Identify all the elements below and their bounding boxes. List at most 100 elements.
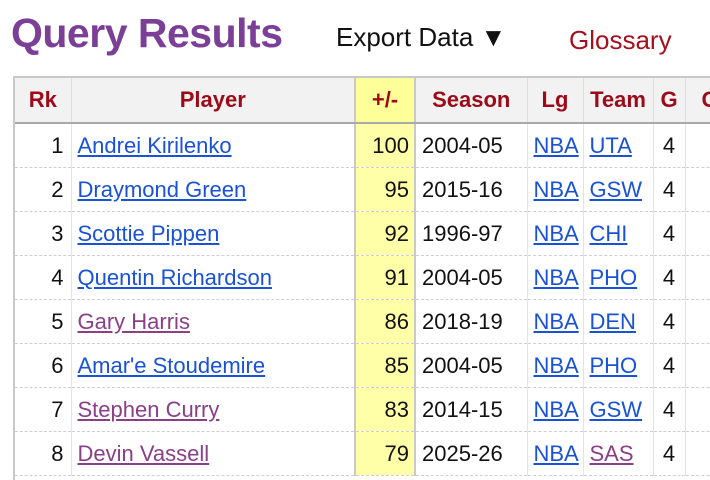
player-link[interactable]: Quentin Richardson	[77, 264, 272, 290]
team-link[interactable]: CHI	[589, 220, 628, 246]
team-link[interactable]: PHO	[589, 352, 638, 378]
player-cell: Quentin Richardson	[71, 255, 356, 300]
league-link[interactable]: NBA	[533, 440, 579, 466]
player-cell: Andrei Kirilenko	[71, 123, 356, 168]
league-link[interactable]: NBA	[533, 220, 579, 246]
league-link[interactable]: NBA	[533, 352, 579, 378]
team-cell: PHO	[583, 255, 654, 300]
games-cell: 4	[653, 299, 686, 344]
column-header-team[interactable]: Team	[583, 76, 654, 124]
league-cell: NBA	[527, 211, 584, 256]
rank-cell: 8	[15, 431, 72, 476]
table-row: 1 Andrei Kirilenko 100 2004-05 NBA UTA 4	[15, 123, 710, 168]
games-cell: 4	[653, 167, 686, 212]
season-cell: 2014-15	[415, 387, 528, 432]
results-header: Query Results Export Data ▼ Glossary	[0, 0, 710, 70]
league-cell: NBA	[527, 255, 584, 300]
export-data-dropdown[interactable]: Export Data ▼	[336, 22, 507, 52]
player-link[interactable]: Scottie Pippen	[77, 220, 220, 246]
player-cell: Devin Vassell	[71, 431, 356, 476]
season-cell: 2004-05	[415, 255, 528, 300]
plus-minus-cell: 100	[354, 123, 416, 168]
plus-minus-cell: 95	[354, 167, 416, 212]
player-cell: Draymond Green	[71, 167, 356, 212]
table-header-row: Rk Player +/- Season Lg Team G G	[15, 76, 710, 124]
league-cell: NBA	[527, 387, 584, 432]
extra-cell	[685, 167, 710, 212]
plus-minus-cell: 92	[354, 211, 416, 256]
plus-minus-cell: 91	[354, 255, 416, 300]
season-cell: 2004-05	[415, 123, 528, 168]
games-cell: 4	[653, 343, 686, 388]
season-cell: 2025-26	[415, 431, 528, 476]
player-link[interactable]: Devin Vassell	[77, 440, 210, 466]
team-link[interactable]: GSW	[589, 176, 643, 202]
team-cell: UTA	[583, 123, 654, 168]
rank-cell: 7	[15, 387, 72, 432]
player-cell: Scottie Pippen	[71, 211, 356, 256]
extra-cell	[685, 123, 710, 168]
league-cell: NBA	[527, 299, 584, 344]
team-link[interactable]: PHO	[589, 264, 638, 290]
plus-minus-cell: 83	[354, 387, 416, 432]
player-cell: Amar'e Stoudemire	[71, 343, 356, 388]
column-header-season[interactable]: Season	[415, 76, 528, 124]
rank-cell: 3	[15, 211, 72, 256]
table-row: 4 Quentin Richardson 91 2004-05 NBA PHO 4	[15, 255, 710, 300]
games-cell: 4	[653, 431, 686, 476]
column-header-lg[interactable]: Lg	[527, 76, 584, 124]
results-table-container[interactable]: Rk Player +/- Season Lg Team G G 1Andrei…	[13, 76, 710, 480]
league-link[interactable]: NBA	[533, 132, 579, 158]
season-cell: 2015-16	[415, 167, 528, 212]
season-cell: 2004-05	[415, 343, 528, 388]
player-link[interactable]: Amar'e Stoudemire	[77, 352, 266, 378]
player-link[interactable]: Andrei Kirilenko	[77, 132, 232, 158]
rank-cell: 2	[15, 167, 72, 212]
team-link[interactable]: SAS	[589, 440, 634, 466]
table-row: 2 Draymond Green 95 2015-16 NBA GSW 4	[15, 167, 710, 212]
results-table: Rk Player +/- Season Lg Team G G 1Andrei…	[15, 76, 710, 476]
games-cell: 4	[653, 255, 686, 300]
player-link[interactable]: Gary Harris	[77, 308, 190, 334]
column-header-g[interactable]: G	[653, 76, 686, 124]
team-cell: GSW	[583, 167, 654, 212]
team-link[interactable]: DEN	[589, 308, 636, 334]
league-link[interactable]: NBA	[533, 396, 579, 422]
table-row: 6 Amar'e Stoudemire 85 2004-05 NBA PHO 4	[15, 343, 710, 388]
games-cell: 4	[653, 387, 686, 432]
player-link[interactable]: Draymond Green	[77, 176, 247, 202]
team-cell: PHO	[583, 343, 654, 388]
table-row: 5 Gary Harris 86 2018-19 NBA DEN 4	[15, 299, 710, 344]
games-cell: 4	[653, 211, 686, 256]
rank-cell: 1	[15, 123, 72, 168]
league-link[interactable]: NBA	[533, 264, 579, 290]
table-row: 8 Devin Vassell 79 2025-26 NBA SAS 4	[15, 431, 710, 476]
team-link[interactable]: UTA	[589, 132, 632, 158]
table-row: 7 Stephen Curry 83 2014-15 NBA GSW 4	[15, 387, 710, 432]
column-header-g-cut-off[interactable]: G	[685, 76, 710, 124]
column-header-player[interactable]: Player	[71, 76, 356, 124]
team-link[interactable]: GSW	[589, 396, 643, 422]
extra-cell	[685, 343, 710, 388]
league-link[interactable]: NBA	[533, 308, 579, 334]
column-header-rk[interactable]: Rk	[15, 76, 72, 124]
team-cell: CHI	[583, 211, 654, 256]
league-cell: NBA	[527, 431, 584, 476]
league-cell: NBA	[527, 167, 584, 212]
rank-cell: 4	[15, 255, 72, 300]
season-cell: 1996-97	[415, 211, 528, 256]
column-header-plus-minus[interactable]: +/-	[354, 76, 416, 124]
league-link[interactable]: NBA	[533, 176, 579, 202]
plus-minus-cell: 85	[354, 343, 416, 388]
extra-cell	[685, 211, 710, 256]
glossary-link[interactable]: Glossary	[569, 25, 672, 55]
player-link[interactable]: Stephen Curry	[77, 396, 220, 422]
extra-cell	[685, 255, 710, 300]
league-cell: NBA	[527, 123, 584, 168]
team-cell: DEN	[583, 299, 654, 344]
team-cell: SAS	[583, 431, 654, 476]
season-cell: 2018-19	[415, 299, 528, 344]
games-cell: 4	[653, 123, 686, 168]
rank-cell: 6	[15, 343, 72, 388]
table-row: 3 Scottie Pippen 92 1996-97 NBA CHI 4	[15, 211, 710, 256]
